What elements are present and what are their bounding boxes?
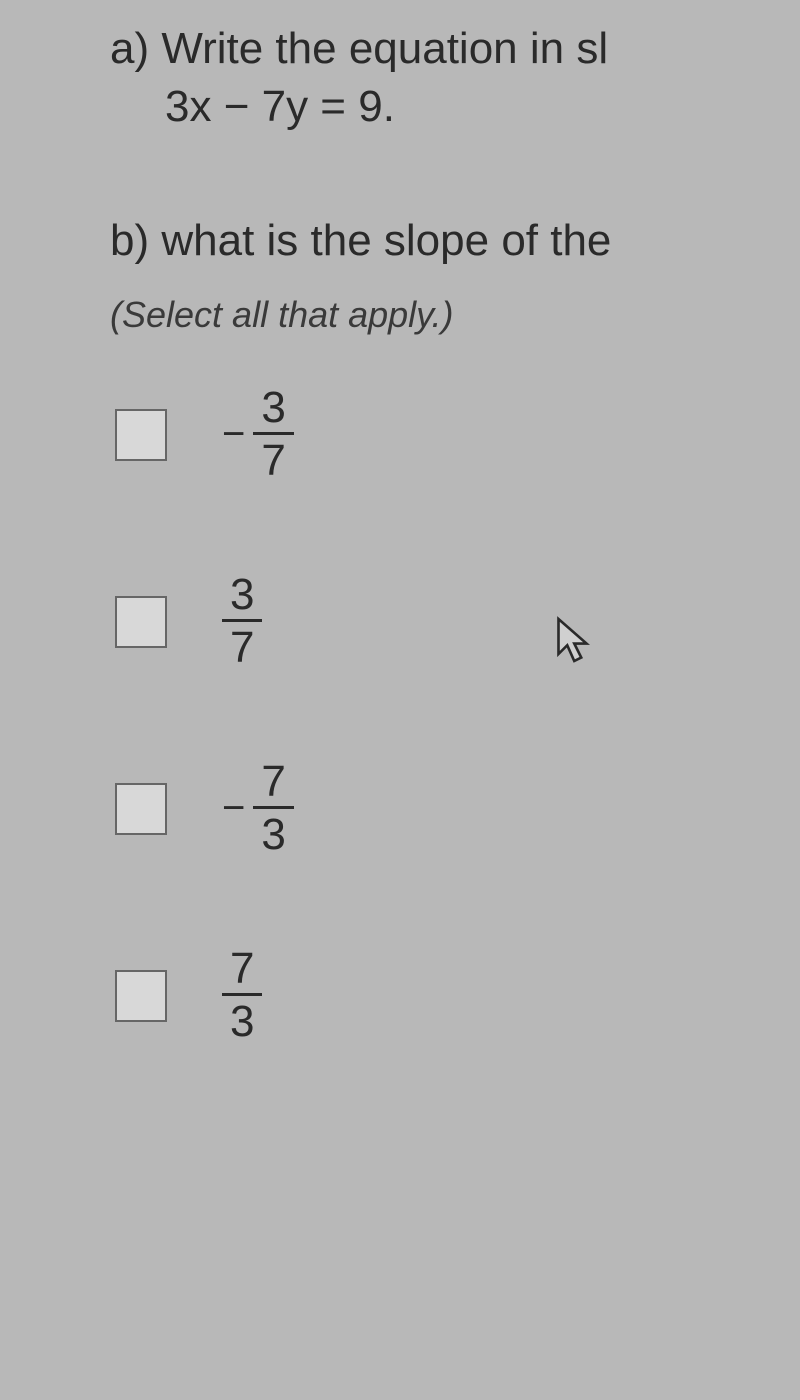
denominator: 3 xyxy=(222,993,262,1044)
question-a-block: a) Write the equation in sl 3x − 7y = 9. xyxy=(110,20,800,132)
instruction-text: (Select all that apply.) xyxy=(110,294,800,336)
option-2-value: 3 7 xyxy=(222,573,262,670)
fraction: 7 3 xyxy=(253,760,293,857)
option-1-value: − 3 7 xyxy=(222,386,294,483)
fraction: 3 7 xyxy=(222,573,262,670)
checkbox-option-3[interactable] xyxy=(115,783,167,835)
checkbox-option-2[interactable] xyxy=(115,596,167,648)
question-a-equation: 3x − 7y = 9. xyxy=(110,82,800,132)
option-row: − 3 7 xyxy=(110,386,800,483)
minus-sign: − xyxy=(222,412,245,457)
numerator: 3 xyxy=(222,573,262,619)
option-row: 7 3 xyxy=(110,947,800,1044)
numerator: 7 xyxy=(222,947,262,993)
numerator: 3 xyxy=(253,386,293,432)
option-row: 3 7 xyxy=(110,573,800,670)
option-row: − 7 3 xyxy=(110,760,800,857)
fraction: 7 3 xyxy=(222,947,262,1044)
fraction: 3 7 xyxy=(253,386,293,483)
checkbox-option-4[interactable] xyxy=(115,970,167,1022)
question-b-text: b) what is the slope of the xyxy=(110,212,800,269)
denominator: 7 xyxy=(222,619,262,670)
checkbox-option-1[interactable] xyxy=(115,409,167,461)
option-4-value: 7 3 xyxy=(222,947,262,1044)
denominator: 7 xyxy=(253,432,293,483)
cursor-icon xyxy=(555,615,597,670)
question-a-text: a) Write the equation in sl xyxy=(110,20,800,77)
numerator: 7 xyxy=(253,760,293,806)
option-3-value: − 7 3 xyxy=(222,760,294,857)
question-b-block: b) what is the slope of the xyxy=(110,212,800,269)
denominator: 3 xyxy=(253,806,293,857)
minus-sign: − xyxy=(222,786,245,831)
